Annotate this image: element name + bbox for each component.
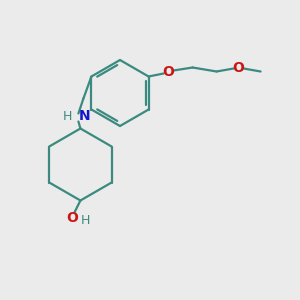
Text: O: O	[232, 61, 244, 74]
Text: N: N	[78, 110, 90, 124]
Text: O: O	[67, 212, 78, 226]
Text: H: H	[63, 110, 72, 123]
Text: O: O	[163, 64, 175, 79]
Text: H: H	[80, 214, 90, 227]
